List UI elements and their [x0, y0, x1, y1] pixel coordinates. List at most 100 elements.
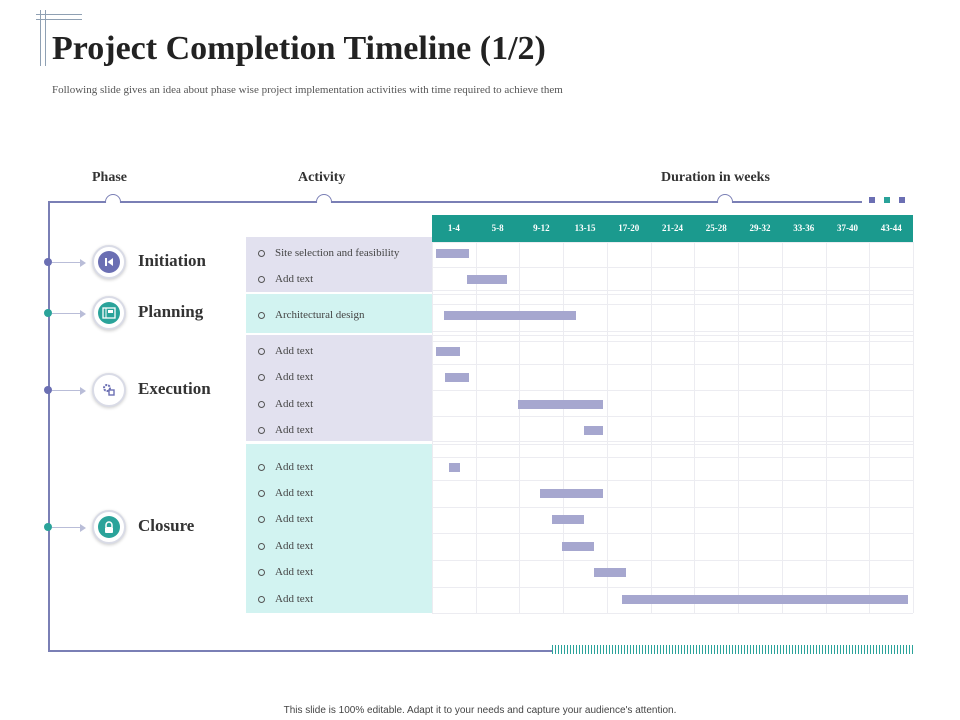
grid-row-line: [432, 480, 913, 481]
activity-item: Site selection and feasibility: [258, 240, 399, 266]
grid-row-line: [432, 304, 913, 305]
bullet-icon: [258, 249, 265, 257]
activity-item: Add text: [258, 338, 313, 364]
week-header-cell: 25-28: [705, 223, 727, 233]
gantt-bar: [436, 346, 461, 356]
grid-row-line: [432, 364, 913, 365]
activity-label: Architectural design: [275, 309, 365, 321]
grid-row-line: [432, 587, 913, 588]
activity-item: Add text: [258, 454, 313, 480]
grid-row-line: [432, 390, 913, 391]
week-header-cell: 43-44: [880, 223, 902, 233]
bullet-icon: [258, 542, 265, 550]
week-header-cell: 37-40: [836, 223, 858, 233]
activity-item: Add text: [258, 533, 313, 559]
blueprint-icon: [92, 296, 126, 330]
grid-column-line: [738, 242, 740, 613]
activity-label: Add text: [275, 461, 314, 473]
header-phase: Phase: [92, 170, 127, 185]
bullet-icon: [258, 595, 265, 603]
grid-row-line: [432, 613, 913, 614]
activity-item: Add text: [258, 364, 313, 390]
phase-activity-band: [246, 237, 432, 292]
grid-row-line: [432, 457, 913, 458]
grid-column-line: [825, 242, 827, 613]
activity-label: Site selection and feasibility: [275, 247, 400, 259]
gantt-bar: [466, 274, 508, 284]
grid-column-line: [519, 242, 521, 613]
activity-label: Add text: [275, 371, 314, 383]
grid-row-line: [432, 267, 913, 268]
phase-label: Planning: [138, 302, 204, 321]
frame-top-line: [48, 201, 862, 203]
bullet-icon: [258, 347, 265, 355]
gantt-bar: [584, 425, 603, 435]
gantt-bar: [436, 248, 469, 258]
activity-item: Add text: [258, 480, 313, 506]
gantt-bar: [444, 372, 469, 382]
phase-marker-dot: [44, 523, 52, 531]
phase-marker-dot: [44, 258, 52, 266]
grid-column-line: [432, 242, 433, 613]
grid-column-line: [781, 242, 783, 613]
phase-connector-arrow: [80, 523, 86, 532]
corner-decoration-v1: [40, 10, 41, 66]
grid-row-line: [432, 441, 913, 442]
footer-note: This slide is 100% editable. Adapt it to…: [283, 705, 677, 716]
grid-column-line: [606, 242, 608, 613]
skip-back-icon: [92, 245, 126, 279]
grid-column-line: [650, 242, 652, 613]
week-header-cell: 5-8: [491, 223, 504, 233]
activity-label: Add text: [275, 345, 314, 357]
activity-label: Add text: [275, 566, 314, 578]
bullet-icon: [258, 426, 265, 434]
week-header-cell: 33-36: [793, 223, 815, 233]
gantt-bar: [540, 488, 603, 498]
grid-column-line: [913, 242, 914, 613]
phase-connector: [52, 390, 82, 391]
deco-square: [899, 197, 905, 203]
activity-label: Add text: [275, 540, 314, 552]
phase-activity-band: [246, 294, 432, 333]
phase-connector: [52, 527, 82, 528]
frame-bottom-stripes: [552, 645, 914, 654]
phase-marker-dot: [44, 386, 52, 394]
grid-column-line: [475, 242, 477, 613]
grid-row-line: [432, 507, 913, 508]
page-subtitle: Following slide gives an idea about phas…: [52, 84, 563, 96]
activity-item: Add text: [258, 506, 313, 532]
gantt-bar: [562, 541, 595, 551]
phase-activity-band: [246, 444, 432, 613]
phase-connector-arrow: [80, 258, 86, 267]
week-header-cell: 1-4: [447, 223, 460, 233]
grid-row-line: [432, 560, 913, 561]
gantt-bar: [443, 310, 577, 320]
corner-decoration-h2: [36, 19, 82, 20]
week-header-cell: 21-24: [662, 223, 684, 233]
activity-label: Add text: [275, 273, 314, 285]
gantt-bar: [621, 594, 908, 604]
grid-row-line: [432, 444, 913, 445]
activity-label: Add text: [275, 593, 314, 605]
phase-connector-arrow: [80, 386, 86, 395]
corner-decoration-v2: [45, 10, 46, 66]
phase-marker-dot: [44, 309, 52, 317]
activity-label: Add text: [275, 424, 314, 436]
grid-row-line: [432, 533, 913, 534]
gantt-bar: [449, 462, 461, 472]
grid-row-line: [432, 294, 913, 295]
bullet-icon: [258, 515, 265, 523]
corner-decoration-h1: [36, 14, 82, 15]
deco-square: [884, 197, 890, 203]
gear-chip-icon: [92, 373, 126, 407]
grid-row-line: [432, 416, 913, 417]
phase-activity-band: [246, 335, 432, 441]
page-title: Project Completion Timeline (1/2): [52, 30, 546, 67]
bullet-icon: [258, 311, 265, 319]
gantt-bar: [518, 399, 603, 409]
activity-label: Add text: [275, 398, 314, 410]
bullet-icon: [258, 568, 265, 576]
grid-row-line: [432, 290, 913, 291]
bullet-icon: [258, 463, 265, 471]
phase-label: Closure: [138, 516, 195, 535]
